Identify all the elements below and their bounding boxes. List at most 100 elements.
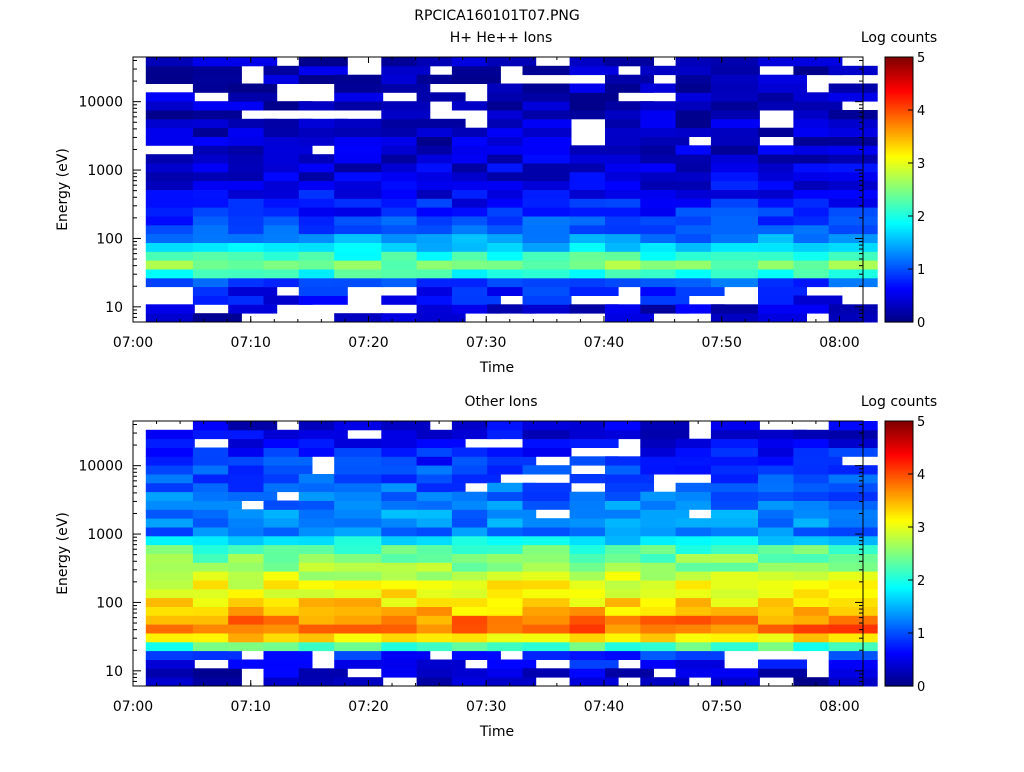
spectrogram-cell <box>793 260 843 270</box>
spectrogram-cell <box>569 474 619 484</box>
colorbar-swatch <box>885 476 913 480</box>
spectrogram-cell <box>487 659 537 669</box>
spectrogram-cell <box>828 145 878 155</box>
spectrogram-cell <box>334 518 384 528</box>
spectrogram-cell <box>569 286 619 296</box>
colorbar-swatch <box>885 619 913 623</box>
spectrogram-cell <box>381 136 431 146</box>
spectrogram-cell <box>640 527 690 537</box>
spectrogram-cell <box>675 304 725 314</box>
spectrogram-cell <box>381 74 431 84</box>
spectrogram-cell <box>381 633 431 643</box>
spectrogram-cell <box>522 527 572 537</box>
spectrogram-cell <box>416 580 466 590</box>
spectrogram-cell <box>605 465 654 475</box>
spectrogram-cell <box>793 553 843 563</box>
spectrogram-cell <box>192 110 242 120</box>
spectrogram-cell <box>451 171 501 182</box>
spectrogram-cell <box>605 171 654 182</box>
spectrogram-cell <box>145 304 195 314</box>
spectrogram-cell <box>710 544 760 554</box>
spectrogram-cell <box>675 154 725 164</box>
spectrogram-cell <box>416 57 466 67</box>
colorbar-swatch <box>885 143 913 146</box>
spectrogram-cell <box>758 127 807 137</box>
spectrogram-cell <box>569 304 619 314</box>
x-tick-label: 07:30 <box>466 699 506 715</box>
spectrogram-cell <box>675 189 725 199</box>
spectrogram-cell <box>416 659 466 669</box>
colorbar-swatch <box>885 273 913 277</box>
colorbar-swatch <box>885 666 913 669</box>
spectrogram-cell <box>192 535 242 546</box>
spectrogram-cell <box>522 171 572 182</box>
spectrogram-cell <box>192 597 242 607</box>
spectrogram-cell <box>605 588 654 599</box>
colorbar-swatch <box>885 478 913 482</box>
spectrogram-cell <box>192 580 242 590</box>
colorbar-swatch <box>885 524 913 528</box>
spectrogram-cell <box>522 251 572 261</box>
spectrogram-cell <box>416 588 466 599</box>
colorbar-swatch <box>885 63 913 67</box>
spectrogram-cell <box>710 615 760 625</box>
spectrogram-cell <box>569 65 619 76</box>
colorbar-swatch <box>885 90 913 93</box>
spectrogram-cell <box>298 251 348 261</box>
spectrogram-cell <box>793 500 843 510</box>
spectrogram-cell <box>416 251 466 261</box>
colorbar-swatch <box>885 509 913 513</box>
panel-h-he-ions: 07:00 07:10 07:20 07:30 07:40 07:50 08:0010100… <box>55 30 937 376</box>
spectrogram-cell <box>334 465 384 475</box>
spectrogram-cell <box>334 260 384 270</box>
x-tick-label: 07:50 <box>702 335 742 351</box>
spectrogram-cell <box>416 313 466 323</box>
spectrogram-cell <box>793 588 843 599</box>
colorbar-swatch <box>885 504 913 508</box>
spectrogram-cell <box>605 544 654 554</box>
spectrogram-cell <box>758 588 807 599</box>
spectrogram-cell <box>675 198 725 208</box>
colorbar-swatch <box>885 551 913 555</box>
spectrogram-cell <box>522 216 572 226</box>
spectrogram-cell <box>793 474 843 484</box>
spectrogram-cell <box>416 615 466 625</box>
spectrogram-cell <box>710 260 760 270</box>
spectrogram-cell <box>451 163 501 173</box>
spectrogram-cell <box>298 597 348 607</box>
spectrogram-cell <box>381 189 431 199</box>
colorbar-swatch <box>885 496 913 499</box>
spectrogram-cell <box>675 535 725 546</box>
colorbar-swatch <box>885 295 913 299</box>
spectrogram-cell <box>228 242 278 252</box>
spectrogram-cell <box>381 233 431 243</box>
spectrogram-cell <box>334 677 384 687</box>
spectrogram-cell <box>605 580 654 590</box>
colorbar-swatch <box>885 167 913 171</box>
spectrogram-cell <box>522 668 572 678</box>
spectrogram-cell <box>522 118 572 129</box>
spectrogram-cell <box>145 641 195 652</box>
spectrogram-cell <box>640 83 690 93</box>
spectrogram-cell <box>675 615 725 625</box>
spectrogram-cell <box>487 641 537 652</box>
spectrogram-cell <box>828 606 878 616</box>
colorbar-swatch <box>885 425 913 429</box>
spectrogram-cell <box>605 650 654 660</box>
spectrogram-cell <box>675 233 725 243</box>
spectrogram-cell <box>828 482 878 493</box>
spectrogram-cell <box>145 438 195 448</box>
colorbar-swatch <box>885 244 913 248</box>
spectrogram-cell <box>605 127 654 137</box>
spectrogram-cell <box>192 207 242 217</box>
spectrogram-cell <box>675 101 725 111</box>
colorbar-swatch <box>885 286 913 290</box>
spectrogram-cell <box>710 101 760 111</box>
spectrogram-cell <box>298 136 348 146</box>
spectrogram-cell <box>605 136 654 146</box>
colorbar-swatch <box>885 61 913 65</box>
spectrogram-cell <box>145 110 195 120</box>
spectrogram-cell <box>569 535 619 546</box>
colorbar-swatch <box>885 204 913 208</box>
spectrogram-cell <box>522 83 572 93</box>
